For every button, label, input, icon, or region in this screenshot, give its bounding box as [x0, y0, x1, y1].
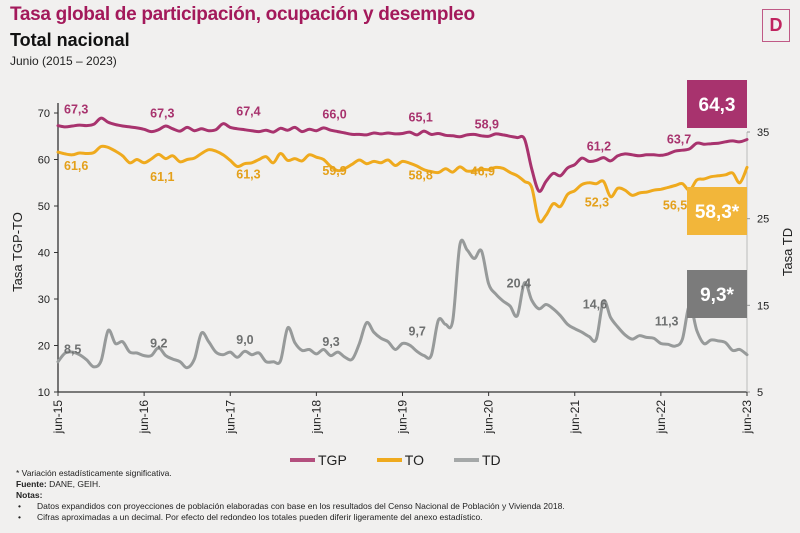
legend-swatch-td [453, 458, 479, 462]
x-tick-label: jun-18 [309, 400, 323, 435]
note-text: Datos expandidos con proyecciones de pob… [36, 501, 565, 511]
right-tick-label: 15 [757, 300, 769, 312]
data-label-to: 58,8 [409, 168, 433, 182]
series-line-tgp [56, 116, 749, 193]
data-label-to: 56,5 [663, 198, 687, 212]
left-tick-label: 10 [38, 387, 50, 399]
legend-label-tgp: TGP [318, 452, 347, 468]
left-tick-label: 60 [38, 155, 50, 167]
data-label-to: 61,6 [64, 159, 88, 173]
source-line: Fuente: DANE, GEIH. [16, 479, 796, 490]
badge-to [687, 187, 747, 235]
data-label-td: 11,3 [655, 314, 679, 328]
source-label: Fuente: [16, 479, 47, 489]
badge-td [687, 270, 747, 318]
data-label-to: 61,3 [236, 167, 260, 181]
data-label-to: 59,9 [322, 164, 346, 178]
series-lines [56, 116, 749, 370]
left-axis-title: Tasa TGP-TO [10, 212, 25, 292]
data-label-tgp: 58,9 [475, 117, 499, 131]
data-label-tgp: 65,1 [409, 110, 433, 124]
right-axis-title: Tasa TD [780, 228, 795, 276]
badge-label-tgp: 64,3 [699, 95, 736, 116]
note-item: • Cifras aproximadas a un decimal. Por ef… [16, 512, 796, 523]
x-tick-label: jun-20 [482, 400, 496, 435]
note-text: Cifras aproximadas a un decimal. Por efe… [36, 512, 483, 522]
data-labels: 67,3 67,3 67,4 66,0 65,1 58,9 61,2 63,7 61,6 61,1… [64, 103, 691, 357]
end-badges: 64,3 58,3* 9,3* [687, 80, 747, 318]
badge-tgp [687, 80, 747, 128]
data-label-tgp: 67,3 [150, 106, 174, 120]
x-tick-label: jun-15 [51, 400, 65, 435]
legend-item-td: TD [453, 452, 501, 468]
data-label-td: 20,4 [507, 277, 531, 291]
data-label-td: 9,7 [409, 324, 426, 338]
data-label-to: 52,3 [585, 196, 609, 210]
footnotes: * Variación estadísticamente significati… [16, 468, 796, 523]
data-label-td: 8,5 [64, 343, 81, 357]
dane-logo-icon: D [762, 9, 790, 42]
x-tick-label: jun-19 [396, 400, 410, 435]
data-label-tgp: 63,7 [667, 132, 691, 146]
note-item: • Datos expandidos con proyecciones de po… [16, 501, 796, 512]
notes-label: Notas: [16, 490, 43, 500]
x-tick-label: jun-16 [137, 400, 151, 435]
data-label-td: 14,6 [583, 298, 607, 312]
legend-swatch-to [376, 458, 402, 462]
x-tick-label: jun-23 [740, 400, 754, 435]
legend-swatch-tgp [290, 458, 315, 462]
data-label-to: 61,1 [150, 170, 174, 184]
legend-label-td: TD [481, 452, 501, 468]
legend-item-tgp: TGP [290, 452, 347, 468]
right-tick-label: 25 [757, 214, 769, 226]
chart-subtitle: Total nacional [10, 30, 130, 50]
source-value: DANE, GEIH. [46, 479, 101, 489]
legend: TGP TO TD [290, 452, 501, 468]
data-label-tgp: 66,0 [322, 108, 346, 122]
badge-label-to: 58,3* [695, 202, 740, 223]
left-tick-label: 40 [38, 248, 50, 260]
axes: 10 20 30 40 50 60 70 5 15 25 35 jun-15 jun-16 jun-17 j… [10, 103, 795, 434]
series-line-td [56, 238, 749, 370]
left-tick-label: 50 [38, 201, 50, 213]
data-label-to: 46,9 [471, 165, 495, 179]
right-tick-label: 5 [757, 387, 763, 399]
data-label-tgp: 67,4 [236, 104, 260, 118]
x-tick-label: jun-22 [654, 400, 668, 435]
legend-label-to: TO [404, 452, 424, 468]
left-tick-label: 20 [38, 341, 50, 353]
data-label-tgp: 67,3 [64, 103, 88, 117]
left-tick-label: 30 [38, 294, 50, 306]
data-label-td: 9,3 [322, 335, 339, 349]
right-tick-label: 35 [757, 127, 769, 139]
badge-label-td: 9,3* [700, 285, 734, 306]
significance-note: * Variación estadísticamente significati… [16, 468, 172, 478]
data-label-td: 9,2 [150, 337, 167, 351]
x-tick-label: jun-17 [223, 400, 237, 435]
chart-title: Tasa global de participación, ocupación … [10, 4, 475, 25]
data-label-tgp: 61,2 [587, 140, 611, 154]
bullet: • [18, 512, 21, 522]
legend-item-to: TO [376, 452, 424, 468]
left-tick-label: 70 [38, 108, 50, 120]
data-label-td: 9,0 [236, 333, 253, 347]
bullet: • [18, 501, 21, 511]
chart-period: Junio (2015 – 2023) [10, 54, 117, 68]
x-tick-label: jun-21 [568, 400, 582, 435]
series-line-to [56, 144, 749, 224]
